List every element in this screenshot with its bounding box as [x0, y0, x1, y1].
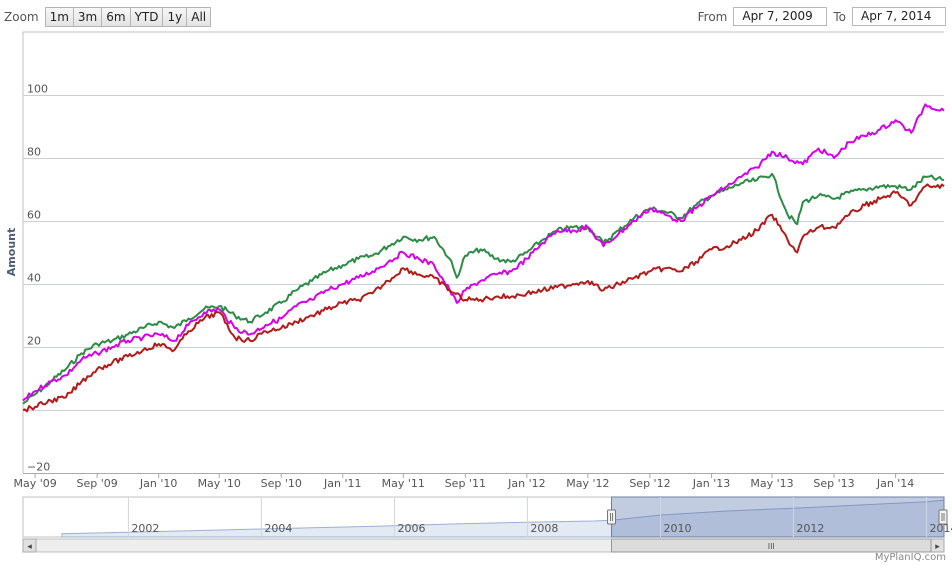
y-axis: −20 20 40 60 80 100	[27, 83, 50, 474]
x-tick-label: Sep '10	[261, 477, 302, 490]
navigator-year-label: 2004	[264, 522, 292, 535]
y-tick-label: 40	[27, 272, 41, 285]
zoom-1y-button[interactable]: 1y	[162, 7, 188, 27]
navigator-left-handle	[607, 509, 617, 525]
x-tick-label: Jan '13	[692, 477, 730, 490]
credit-link[interactable]: MyPlanIQ.com	[874, 552, 946, 563]
zoom-1m-button[interactable]: 1m	[44, 7, 74, 27]
x-tick-label: Jan '12	[507, 477, 545, 490]
x-tick-label: Jan '10	[139, 477, 177, 490]
x-axis: May '09 Sep '09 Jan '10 May '10 Sep '10 Jan '…	[13, 473, 944, 490]
navigator-selection	[611, 496, 945, 538]
from-label: From	[697, 9, 728, 24]
x-tick-label: May '12	[566, 477, 609, 490]
navigator-year-label: 2008	[530, 522, 558, 535]
to-date-input[interactable]: Apr 7, 2014	[852, 7, 946, 26]
navigator[interactable]: 2002 2004 2006 2008 2010 2012 2014	[22, 496, 952, 538]
scrollbar-grip-icon: III	[768, 542, 775, 551]
x-tick-label: Sep '12	[629, 477, 670, 490]
zoom-6m-button[interactable]: 6m	[101, 7, 131, 27]
series-lines	[22, 103, 945, 413]
scrollbar-thumb	[611, 538, 932, 553]
y-tick-label: 60	[27, 209, 41, 222]
date-range-selector: From Apr 7, 2009 To Apr 7, 2014	[692, 7, 946, 26]
navigator-year-label: 2014	[930, 522, 952, 535]
x-tick-label: Jan '11	[323, 477, 361, 490]
y-axis-title: Amount	[5, 228, 18, 276]
zoom-label: Zoom	[4, 10, 39, 24]
navigator-right-handle	[938, 509, 948, 525]
navigator-year-label: 2010	[663, 522, 691, 535]
series-line-1	[22, 103, 945, 402]
x-tick-label: Sep '11	[445, 477, 486, 490]
scrollbar[interactable]: ◂ ▸ III	[22, 538, 945, 553]
x-tick-label: May '09	[13, 477, 56, 490]
x-tick-label: May '11	[382, 477, 425, 490]
x-tick-label: Sep '13	[813, 477, 854, 490]
scroll-right-arrow-icon: ▸	[935, 542, 940, 552]
series-line-0	[22, 172, 945, 405]
navigator-year-label: 2012	[796, 522, 824, 535]
y-tick-label: 80	[27, 146, 41, 159]
x-tick-label: Jan '14	[876, 477, 914, 490]
zoom-all-button[interactable]: All	[186, 7, 212, 27]
grid-lines	[22, 31, 944, 474]
x-tick-label: Sep '09	[77, 477, 118, 490]
navigator-year-label: 2006	[397, 522, 425, 535]
y-tick-label: −20	[27, 461, 50, 474]
x-tick-label: May '13	[750, 477, 793, 490]
scroll-left-button	[22, 538, 37, 553]
y-tick-label: 100	[27, 83, 48, 96]
series-line-2	[22, 183, 945, 413]
x-tick-label: May '10	[198, 477, 241, 490]
to-label: To	[833, 9, 846, 24]
navigator-year-label: 2002	[131, 522, 159, 535]
from-date-input[interactable]: Apr 7, 2009	[733, 7, 828, 26]
y-tick-label: 20	[27, 335, 41, 348]
zoom-ytd-button[interactable]: YTD	[129, 7, 164, 27]
zoom-bar: Zoom 1m 3m 6m YTD 1y All	[4, 7, 212, 27]
scroll-left-arrow-icon: ◂	[27, 542, 32, 552]
